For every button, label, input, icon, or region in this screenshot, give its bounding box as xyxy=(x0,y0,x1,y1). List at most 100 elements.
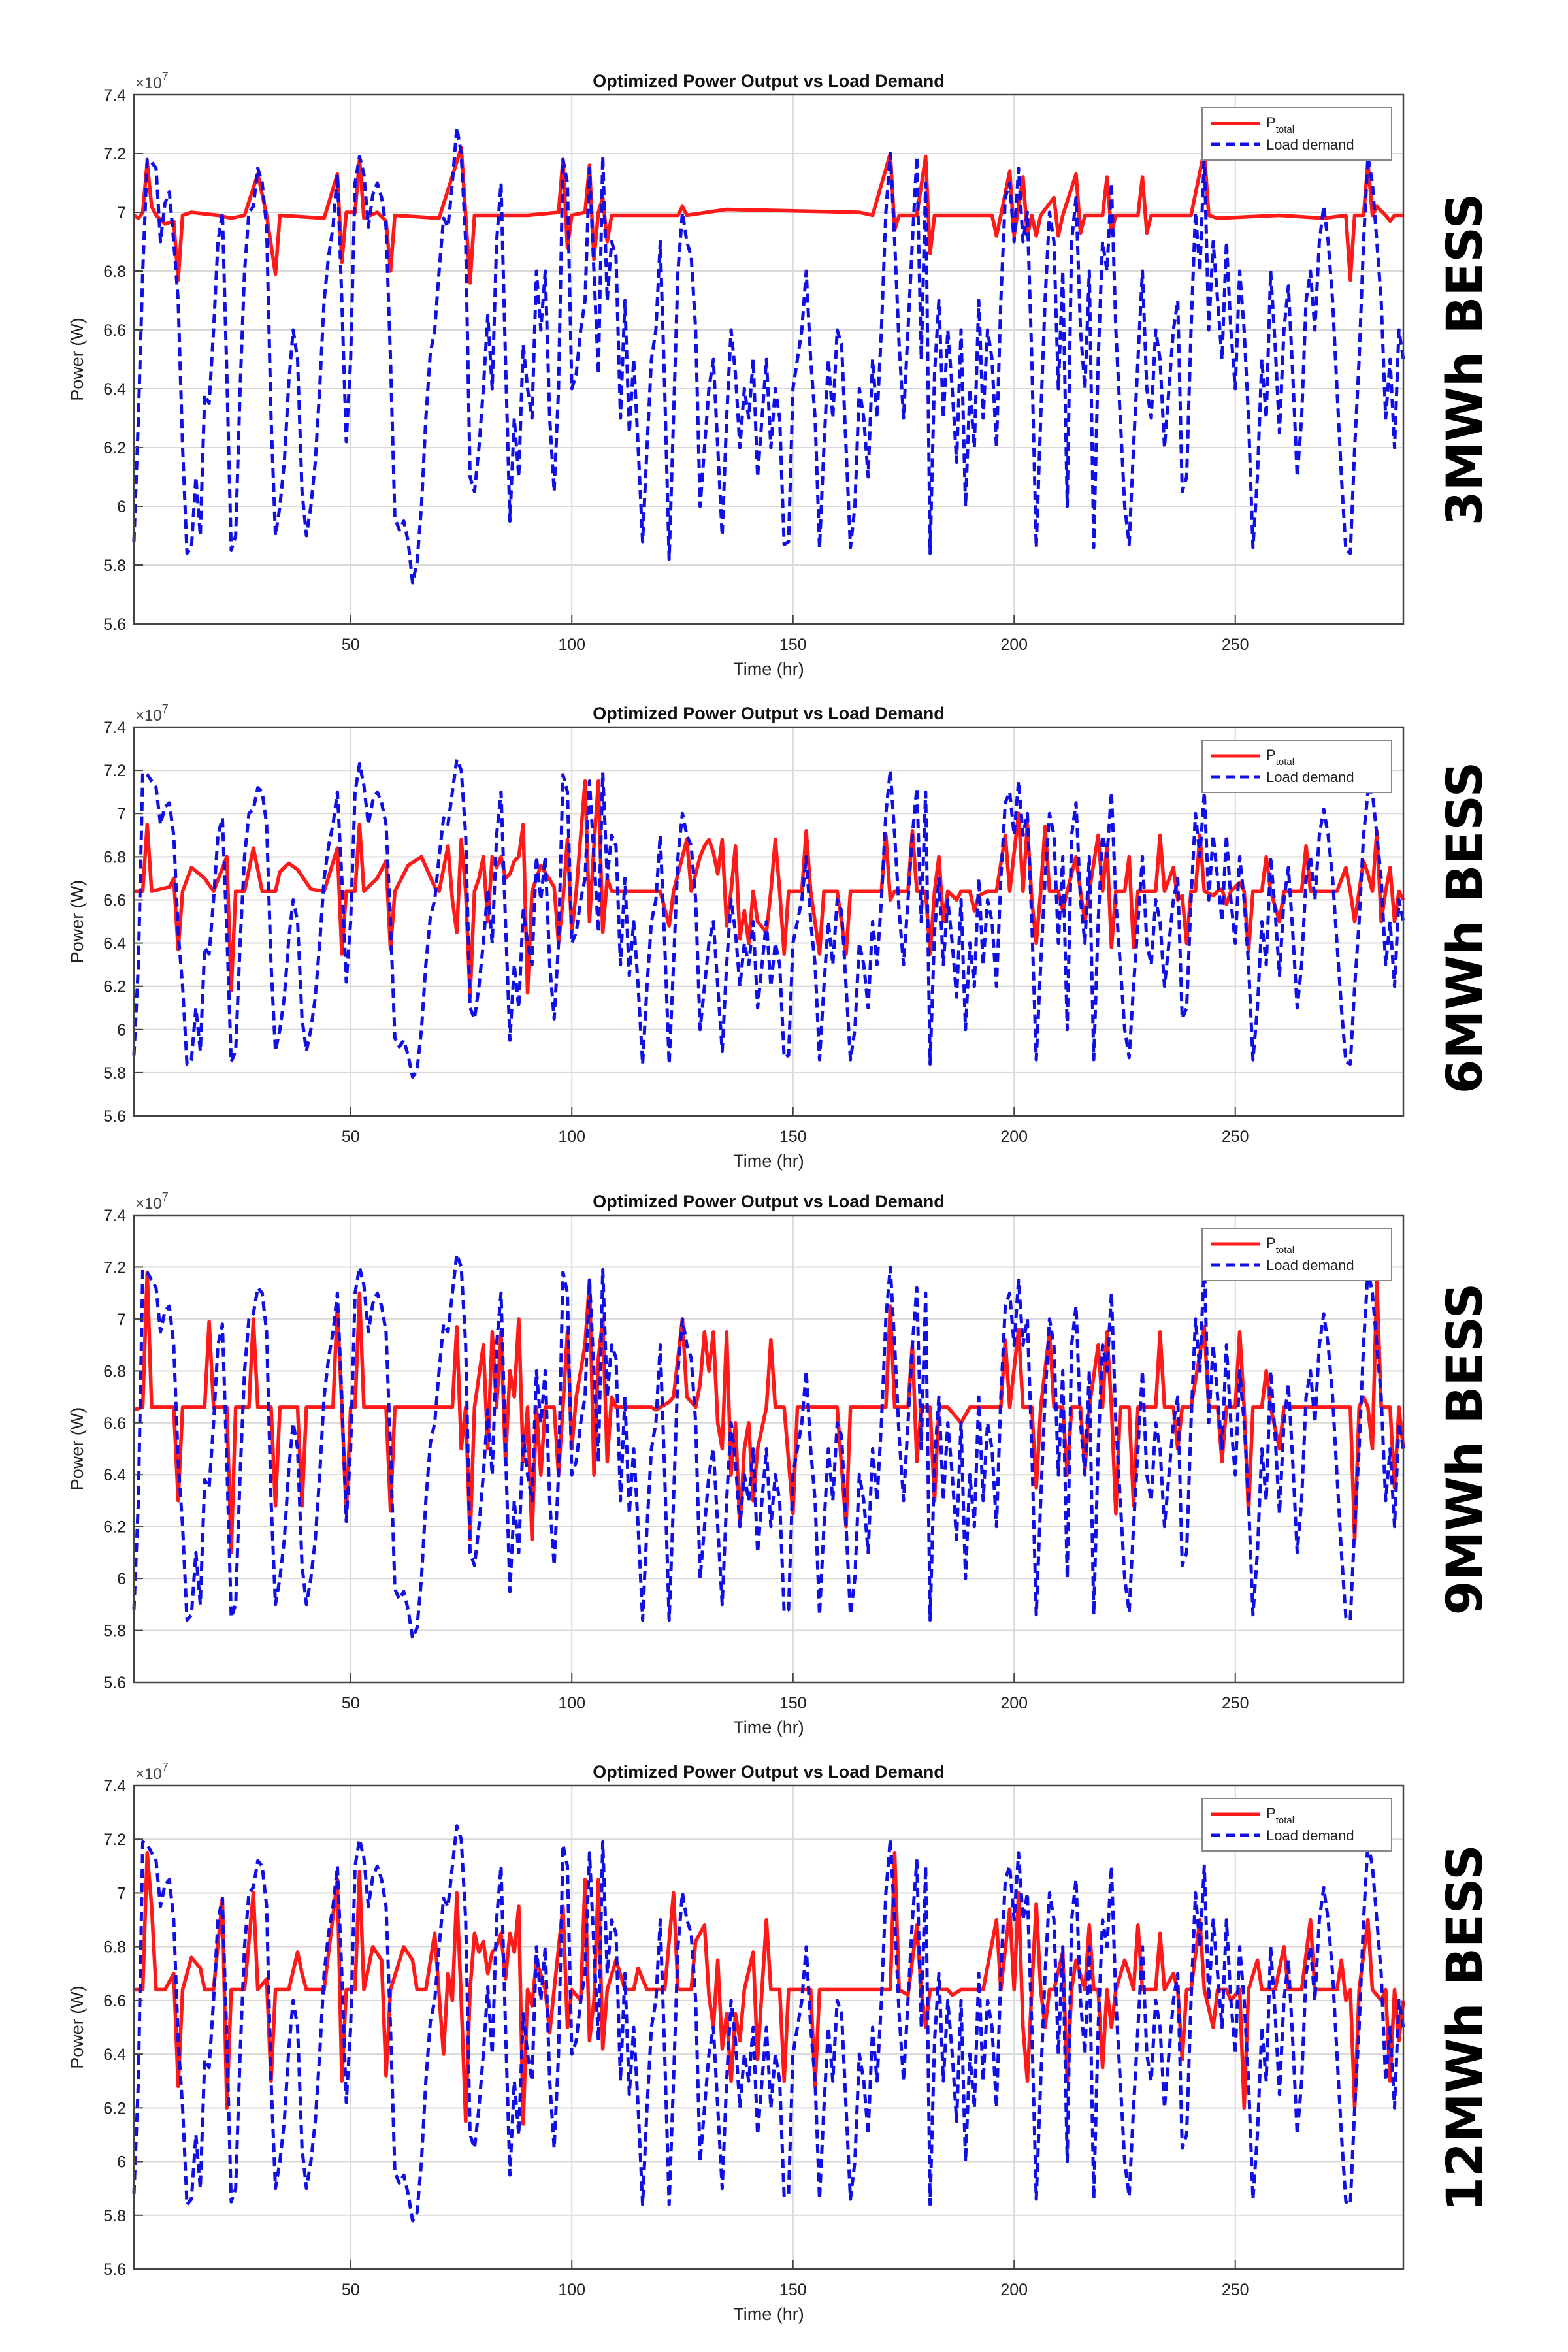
y-tick-label: 5.8 xyxy=(103,1622,126,1641)
y-tick-label: 5.6 xyxy=(103,1674,126,1692)
legend-label-load-demand: Load demand xyxy=(1266,769,1354,785)
legend-label-load-demand: Load demand xyxy=(1266,1257,1354,1273)
x-tick-label: 150 xyxy=(779,636,807,654)
y-axis-label: Power (W) xyxy=(67,1407,87,1491)
y-tick-label: 7.2 xyxy=(103,762,126,780)
x-axis-label: Time (hr) xyxy=(733,1718,804,1737)
y-tick-label: 5.8 xyxy=(103,2207,126,2225)
plot-area xyxy=(134,95,1403,624)
y-exponent-power: 7 xyxy=(162,1190,169,1203)
bess-side-label: 3MWh BESS xyxy=(1435,193,1494,526)
y-tick-label: 6.4 xyxy=(103,380,126,399)
y-tick-label: 5.6 xyxy=(103,1107,126,1126)
y-tick-label: 6.8 xyxy=(103,1938,126,1957)
y-tick-label: 7.2 xyxy=(103,1258,126,1277)
chart-panel-2: 50 100 150 200 250 5.6 5.8 6 6.2 6.4 6.6 6.8 7 7.2 7.4… xyxy=(67,702,1405,1171)
y-tick-label: 7 xyxy=(117,204,126,222)
y-tick-label: 6 xyxy=(117,1021,126,1039)
x-tick-label: 100 xyxy=(558,1128,585,1146)
y-tick-label: 6 xyxy=(117,1570,126,1588)
y-exponent-power: 7 xyxy=(162,1761,169,1774)
y-tick-label: 5.8 xyxy=(103,557,126,575)
y-tick-label: 6.8 xyxy=(103,263,126,281)
p-total-line xyxy=(134,1851,1405,2126)
x-tick-label: 50 xyxy=(342,1128,360,1146)
y-tick-label: 7.2 xyxy=(103,1831,126,1849)
legend-label-p-total-subscript: total xyxy=(1276,757,1294,768)
legend-label-load-demand: Load demand xyxy=(1266,137,1354,153)
bess-side-label: 9MWh BESS xyxy=(1435,1283,1494,1616)
x-tick-label: 200 xyxy=(1000,1694,1028,1712)
axes-box xyxy=(133,93,1405,625)
load-demand-line xyxy=(132,1252,1405,1640)
chart-panel-3: 50 100 150 200 250 5.6 5.8 6 6.2 6.4 6.6 6.8 7 7.2 7.4… xyxy=(67,1190,1405,1737)
load-demand-line xyxy=(132,1824,1405,2223)
y-exponent-power: 7 xyxy=(162,702,169,715)
chart-title: Optimized Power Output vs Load Demand xyxy=(593,71,945,91)
y-tick-label: 7 xyxy=(117,805,126,823)
chart-panel-1: 50 100 150 200 250 5.6 5.8 6 6.2 6.4 6.6 6.8 7 7.2 7.4… xyxy=(67,70,1405,679)
x-tick-label: 200 xyxy=(1000,636,1028,654)
load-demand-line xyxy=(132,125,1405,585)
y-tick-label: 6.4 xyxy=(103,935,126,953)
axes-box xyxy=(133,1214,1405,1684)
y-exponent-power: 7 xyxy=(162,70,169,83)
x-tick-label: 100 xyxy=(558,2281,585,2299)
legend-label-p-total-subscript: total xyxy=(1276,1245,1294,1256)
bess-side-label: 12MWh BESS xyxy=(1435,1844,1494,2212)
y-tick-label: 5.6 xyxy=(103,615,126,634)
legend-label-p-total-subscript: total xyxy=(1276,124,1294,135)
x-tick-label: 50 xyxy=(342,636,360,654)
legend-box xyxy=(1201,107,1392,161)
x-tick-label: 150 xyxy=(779,2281,807,2299)
load-demand-line xyxy=(132,758,1405,1079)
x-tick-label: 100 xyxy=(558,636,585,654)
y-axis-label: Power (W) xyxy=(67,318,87,401)
plot-area xyxy=(134,1215,1403,1682)
y-tick-label: 5.8 xyxy=(103,1064,126,1083)
y-tick-label: 6.2 xyxy=(103,2099,126,2117)
y-tick-label: 5.6 xyxy=(103,2261,126,2279)
x-axis-label: Time (hr) xyxy=(733,659,804,679)
x-tick-label: 200 xyxy=(1000,2281,1028,2299)
axes-box xyxy=(133,726,1405,1117)
y-tick-label: 6.6 xyxy=(103,1414,126,1433)
legend-label-load-demand: Load demand xyxy=(1266,1827,1354,1844)
y-tick-label: 7 xyxy=(117,1884,126,1903)
legend-box xyxy=(1201,1798,1392,1852)
y-tick-label: 6.4 xyxy=(103,2046,126,2064)
axes-box xyxy=(133,1784,1405,2270)
bess-side-label: 6MWh BESS xyxy=(1435,762,1494,1094)
p-total-line xyxy=(133,1270,1405,1555)
chart-panel-4: 50 100 150 200 250 5.6 5.8 6 6.2 6.4 6.6 6.8 7 7.2 7.4… xyxy=(67,1761,1405,2324)
y-tick-label: 6.2 xyxy=(103,978,126,996)
y-tick-label: 7.4 xyxy=(103,86,126,105)
x-tick-label: 250 xyxy=(1222,636,1249,654)
y-tick-label: 6.8 xyxy=(103,848,126,866)
chart-title: Optimized Power Output vs Load Demand xyxy=(593,1762,945,1782)
y-axis-label: Power (W) xyxy=(67,1985,87,2069)
y-tick-label: 7.4 xyxy=(103,1207,126,1225)
chart-title: Optimized Power Output vs Load Demand xyxy=(593,704,945,723)
x-axis-label: Time (hr) xyxy=(733,2304,804,2324)
y-axis-label: Power (W) xyxy=(67,880,87,964)
legend-label-p-total-subscript: total xyxy=(1276,1815,1294,1826)
y-tick-label: 7.2 xyxy=(103,145,126,163)
legend-box xyxy=(1201,1228,1392,1281)
x-tick-label: 100 xyxy=(558,1694,585,1712)
y-tick-label: 6 xyxy=(117,498,126,516)
y-tick-label: 6.6 xyxy=(103,321,126,340)
x-tick-label: 150 xyxy=(779,1128,807,1146)
x-tick-label: 150 xyxy=(779,1694,807,1712)
y-tick-label: 6.8 xyxy=(103,1362,126,1380)
y-tick-label: 6.2 xyxy=(103,439,126,457)
p-total-line xyxy=(134,779,1405,999)
x-tick-label: 250 xyxy=(1222,1694,1249,1712)
x-tick-label: 50 xyxy=(342,2281,360,2299)
y-tick-label: 7.4 xyxy=(103,1777,126,1795)
y-tick-label: 6.6 xyxy=(103,1992,126,2010)
x-tick-label: 250 xyxy=(1222,2281,1249,2299)
